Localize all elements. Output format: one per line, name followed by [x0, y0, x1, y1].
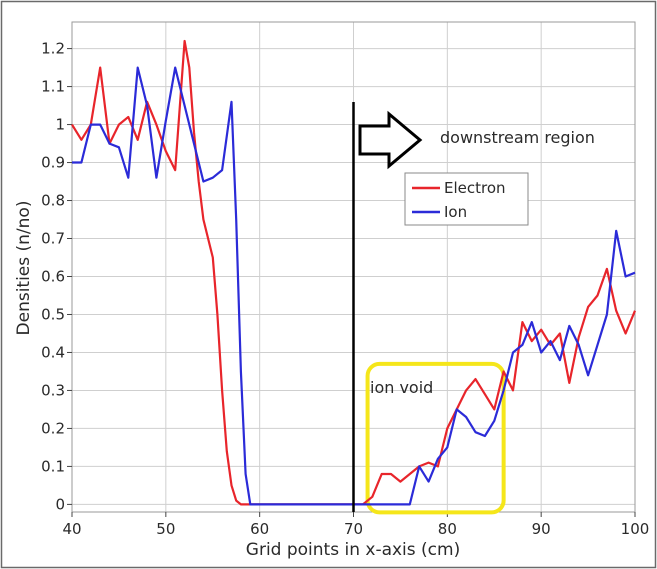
y-tick-label: 1.2 — [41, 40, 65, 58]
x-tick-label: 70 — [344, 520, 363, 538]
y-tick-label: 0.8 — [41, 192, 65, 210]
y-tick-label: 0 — [55, 495, 65, 513]
downstream-region-label: downstream region — [440, 128, 595, 147]
downstream-arrow-group: downstream region — [358, 110, 595, 170]
x-axis-title: Grid points in x-axis (cm) — [246, 540, 460, 560]
y-axis-title: Densities (n/no) — [14, 201, 34, 336]
legend-label-ion: Ion — [444, 203, 467, 221]
x-tick-label: 100 — [621, 520, 650, 538]
ion-void-label: ion void — [370, 378, 433, 397]
series-line-electron — [71, 39, 637, 506]
ion-void-box-group — [365, 361, 506, 515]
ion-void-box — [365, 361, 506, 515]
y-tick-label: 1.1 — [41, 78, 65, 96]
legend-label-electron: Electron — [444, 179, 506, 197]
y-tick-label: 0.6 — [41, 267, 65, 285]
y-tick-label: 0.5 — [41, 305, 65, 323]
legend: Electron Ion — [404, 172, 529, 226]
y-tick-label: 0.7 — [41, 230, 65, 248]
downstream-arrow-icon — [358, 110, 423, 170]
y-tick-label: 1 — [55, 116, 65, 134]
y-tick-label: 0.1 — [41, 457, 65, 475]
y-tick-label: 0.3 — [41, 381, 65, 399]
x-tick-label: 60 — [250, 520, 269, 538]
y-tick-label: 0.2 — [41, 419, 65, 437]
series-lines — [71, 39, 637, 506]
x-tick-label: 80 — [438, 520, 457, 538]
series-line-ion — [72, 66, 636, 506]
legend-box — [404, 172, 529, 226]
y-ticks: 0 0.1 0.2 0.3 0.4 0.5 0.6 0.7 0.8 0.9 1 1.1 1.2 — [41, 40, 72, 513]
y-tick-label: 0.9 — [41, 154, 65, 172]
x-ticks: 40 50 60 70 80 90 100 — [62, 512, 649, 538]
x-tick-label: 40 — [62, 520, 81, 538]
x-tick-label: 50 — [156, 520, 175, 538]
y-tick-label: 0.4 — [41, 343, 65, 361]
x-tick-label: 90 — [532, 520, 551, 538]
